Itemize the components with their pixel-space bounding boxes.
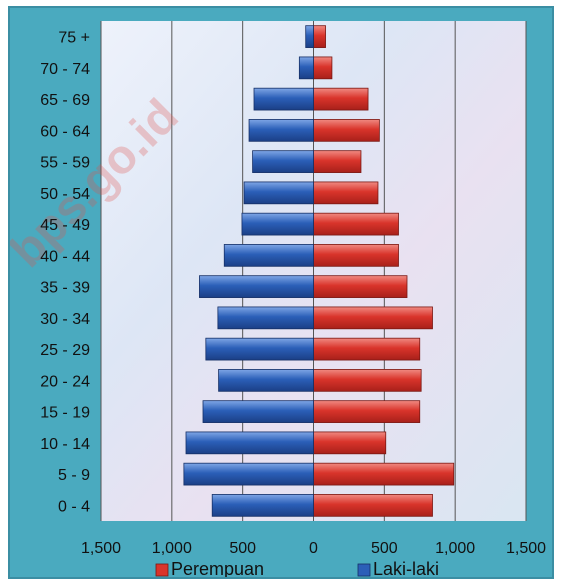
- category-label: 5 - 9: [58, 467, 90, 484]
- category-label: 45 - 49: [40, 217, 90, 234]
- x-tick-label: 1,000: [435, 540, 475, 557]
- bar-perempuan: [313, 56, 333, 80]
- bar-perempuan: [313, 369, 422, 392]
- legend-label-perempuan: Perempuan: [171, 559, 264, 577]
- category-label: 30 - 34: [40, 311, 90, 328]
- category-label: 65 - 69: [40, 92, 90, 109]
- x-tick-label: 1,500: [81, 540, 121, 557]
- category-label: 20 - 24: [40, 373, 90, 390]
- category-label: 15 - 19: [40, 405, 90, 422]
- bar-laki-laki: [211, 494, 314, 517]
- x-tick-label: 500: [371, 540, 398, 557]
- category-label: 25 - 29: [40, 342, 90, 359]
- bar-laki-laki: [217, 306, 314, 330]
- chart-frame: bps.go.id 1,500 1,000 500 0 500 1,000 1,500 0 -…: [8, 6, 554, 579]
- bar-laki-laki: [248, 119, 314, 142]
- category-label: 70 - 74: [40, 61, 90, 78]
- bar-perempuan: [313, 462, 455, 486]
- x-tick-label: 0: [309, 540, 318, 557]
- category-label: 55 - 59: [40, 155, 90, 172]
- category-label: 50 - 54: [40, 186, 90, 203]
- bar-perempuan: [313, 494, 433, 517]
- bar-perempuan: [313, 150, 362, 173]
- bar-perempuan: [313, 337, 421, 361]
- bar-laki-laki: [298, 56, 314, 80]
- bar-perempuan: [313, 119, 380, 142]
- bar-laki-laki: [205, 337, 314, 361]
- bar-laki-laki: [253, 87, 314, 111]
- bar-laki-laki: [243, 181, 314, 205]
- x-tick-label: 1,000: [152, 540, 192, 557]
- category-label: 75 +: [58, 30, 90, 47]
- bar-laki-laki: [252, 150, 314, 173]
- legend-label-laki-laki: Laki-laki: [373, 559, 439, 577]
- legend-swatch-perempuan: [155, 563, 169, 577]
- bar-perempuan: [313, 431, 387, 455]
- bar-perempuan: [313, 244, 399, 267]
- bar-perempuan: [313, 306, 433, 330]
- legend-swatch-laki-laki: [357, 563, 371, 577]
- x-tick-label: 500: [229, 540, 256, 557]
- x-tick-label: 1,500: [506, 540, 546, 557]
- bar-laki-laki: [199, 275, 314, 298]
- bar-perempuan: [313, 275, 408, 298]
- category-label: 40 - 44: [40, 248, 90, 265]
- category-label: 10 - 14: [40, 436, 90, 453]
- category-label: 35 - 39: [40, 280, 90, 297]
- bar-perempuan: [313, 212, 399, 236]
- bar-perempuan: [313, 400, 421, 423]
- bar-laki-laki: [223, 244, 314, 267]
- bar-laki-laki: [218, 369, 314, 392]
- bar-laki-laki: [241, 212, 314, 236]
- bar-laki-laki: [202, 400, 314, 423]
- bar-laki-laki: [185, 431, 314, 455]
- bar-laki-laki: [183, 462, 314, 486]
- bar-perempuan: [313, 181, 379, 205]
- bar-laki-laki: [305, 25, 314, 48]
- category-label: 60 - 64: [40, 123, 90, 140]
- bar-perempuan: [313, 87, 369, 111]
- category-label: 0 - 4: [58, 498, 90, 515]
- bar-perempuan: [313, 25, 326, 48]
